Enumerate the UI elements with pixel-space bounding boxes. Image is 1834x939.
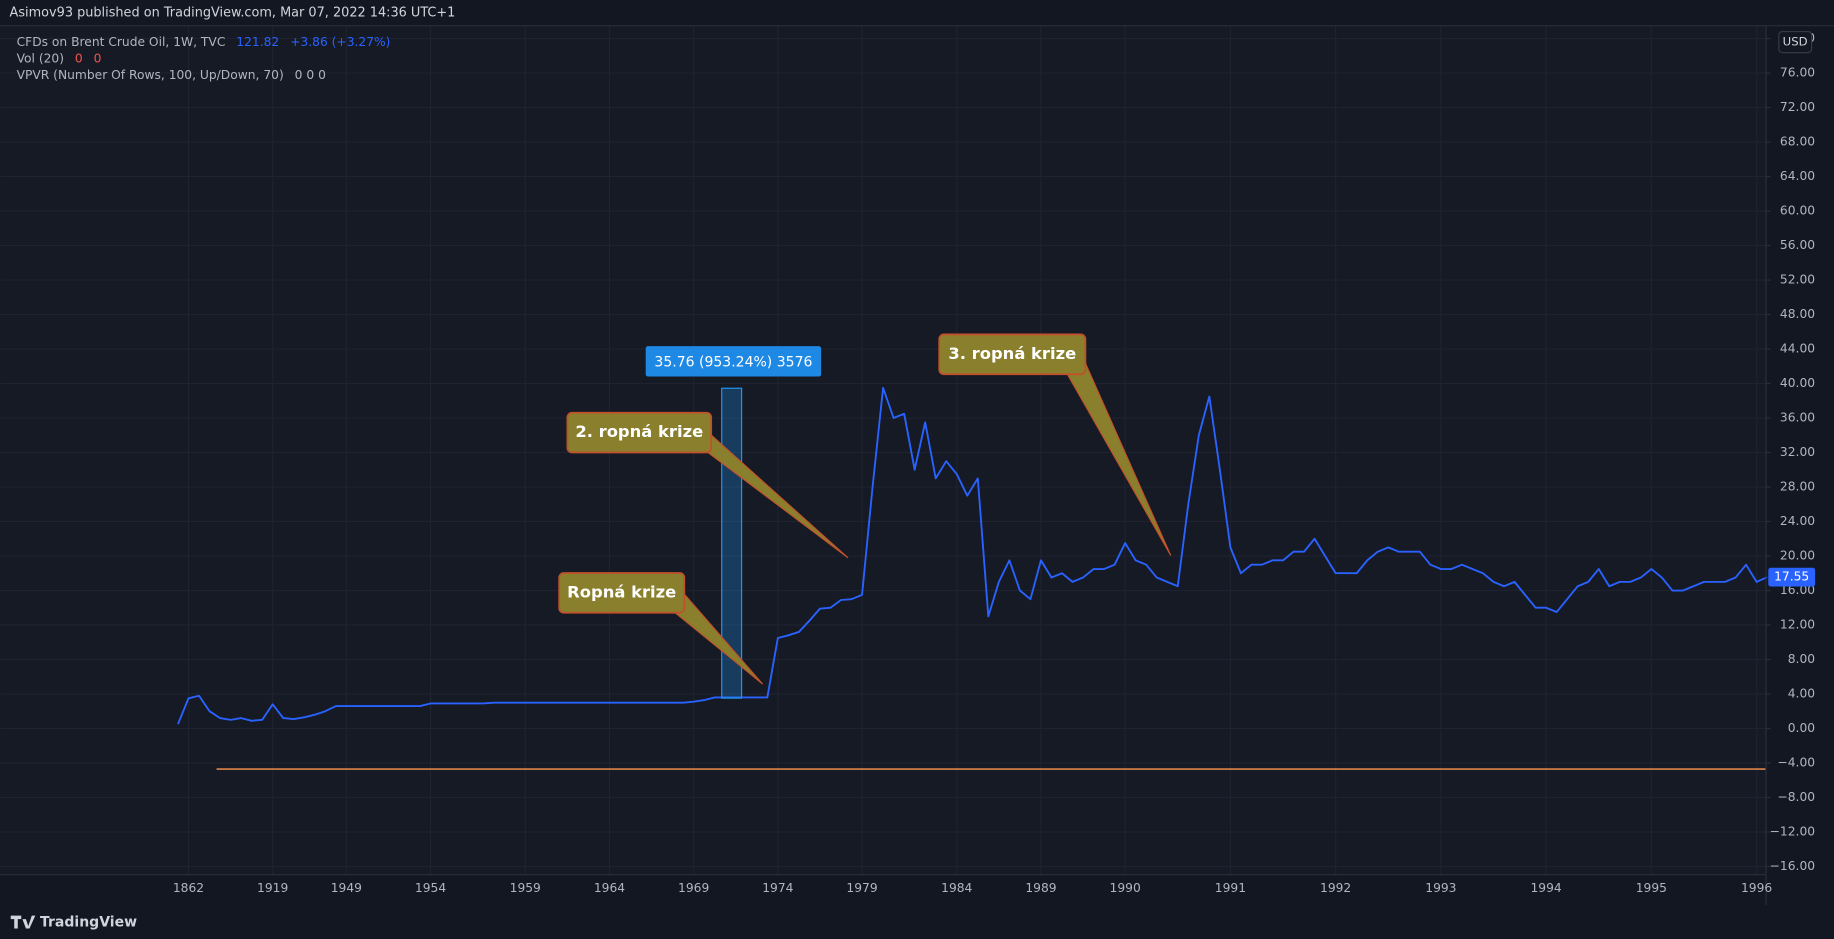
x-tick-label: 1993 — [1425, 881, 1456, 895]
x-tick-label: 1862 — [173, 881, 204, 895]
callout-box — [938, 333, 1087, 376]
y-tick-label: 40.00 — [1780, 376, 1815, 390]
callout-label: 3. ropná krize — [948, 344, 1076, 363]
x-tick-label: 1919 — [257, 881, 288, 895]
x-tick-label: 1991 — [1215, 881, 1246, 895]
volume-value: 0 — [75, 51, 83, 65]
y-tick-label: 24.00 — [1780, 514, 1815, 528]
y-tick-label: 12.00 — [1780, 618, 1815, 632]
price-change: +3.86 (+3.27%) — [290, 35, 390, 49]
callouts: Ropná krize 2. ropná krize 3. ropná krize — [558, 333, 1172, 685]
x-tick-label: 1994 — [1531, 881, 1562, 895]
callout-label: Ropná krize — [567, 582, 676, 601]
measure-label: 35.76 (953.24%) 3576 — [654, 355, 812, 371]
x-tick-label: 1989 — [1025, 881, 1056, 895]
x-tick-label: 1959 — [510, 881, 541, 895]
currency[interactable]: USD — [1783, 35, 1808, 49]
y-tick-label: 32.00 — [1780, 445, 1815, 459]
volume-label: Vol (20) — [17, 51, 64, 65]
legend-vpvr: VPVR (Number Of Rows, 100, Up/Down, 70) … — [17, 67, 326, 81]
legend-volume: Vol (20) 0 0 — [17, 51, 102, 65]
y-tick-label: 28.00 — [1780, 480, 1815, 494]
footer-brand: TradingView — [40, 915, 137, 931]
y-tick-label: 20.00 — [1780, 549, 1815, 563]
x-tick-label: 1974 — [762, 881, 793, 895]
y-tick-label: 52.00 — [1780, 273, 1815, 287]
x-tick-label: 1964 — [594, 881, 625, 895]
y-tick-label: 56.00 — [1780, 238, 1815, 252]
x-tick-label: 1996 — [1741, 881, 1772, 895]
x-tick-label: 1984 — [941, 881, 972, 895]
last-price-label: 17.55 — [1774, 570, 1809, 584]
logo — [10, 915, 36, 929]
callout-box — [558, 572, 686, 614]
callout-label: 2. ropná krize — [575, 422, 703, 441]
y-tick-label: 8.00 — [1788, 652, 1815, 666]
y-tick-label: 64.00 — [1780, 169, 1815, 183]
y-tick-label: −8.00 — [1777, 790, 1815, 804]
series-name: CFDs on Brent Crude Oil, 1W, TVC — [17, 35, 226, 49]
header: Asimov93 published on TradingView.com, M… — [10, 5, 456, 20]
plot-area — [0, 25, 1766, 875]
y-tick-label: −4.00 — [1777, 756, 1815, 770]
callout-box — [566, 411, 713, 454]
y-tick-label: 76.00 — [1780, 66, 1815, 80]
y-tick-label: 4.00 — [1788, 687, 1815, 701]
currency-badge[interactable] — [1778, 30, 1813, 54]
x-tick-label: 1954 — [415, 881, 446, 895]
last-price-badge — [1768, 567, 1816, 587]
volume-value: 0 — [94, 51, 102, 65]
x-tick-label: 1949 — [331, 881, 362, 895]
y-tick-label: 36.00 — [1780, 411, 1815, 425]
legend-series: CFDs on Brent Crude Oil, 1W, TVC 121.82 … — [17, 35, 391, 49]
last-price: 121.82 — [236, 35, 279, 49]
y-tick-label: 0.00 — [1788, 721, 1815, 735]
x-tick-label: 1992 — [1320, 881, 1351, 895]
x-tick-label: 1995 — [1636, 881, 1667, 895]
y-tick-label: 44.00 — [1780, 342, 1815, 356]
grid — [0, 25, 1766, 875]
x-tick-label: 1979 — [846, 881, 877, 895]
y-tick-label: 60.00 — [1780, 204, 1815, 218]
y-tick-label: −12.00 — [1770, 824, 1815, 838]
x-tick-label: 1990 — [1110, 881, 1141, 895]
marks — [177, 386, 1768, 770]
y-tick-label: 68.00 — [1780, 135, 1815, 149]
footer-bar — [0, 905, 1834, 939]
vpvr-label: VPVR (Number Of Rows, 100, Up/Down, 70) — [17, 67, 284, 81]
y-tick-label: 48.00 — [1780, 307, 1815, 321]
vpvr-values: 0 0 0 — [295, 67, 326, 81]
measure-box — [645, 346, 822, 377]
price-line — [177, 386, 1768, 725]
x-tick-label: 1969 — [678, 881, 709, 895]
y-tick-label: −16.00 — [1770, 859, 1815, 873]
y-tick-label: 72.00 — [1780, 100, 1815, 114]
y-tick-label: 16.00 — [1780, 583, 1815, 597]
